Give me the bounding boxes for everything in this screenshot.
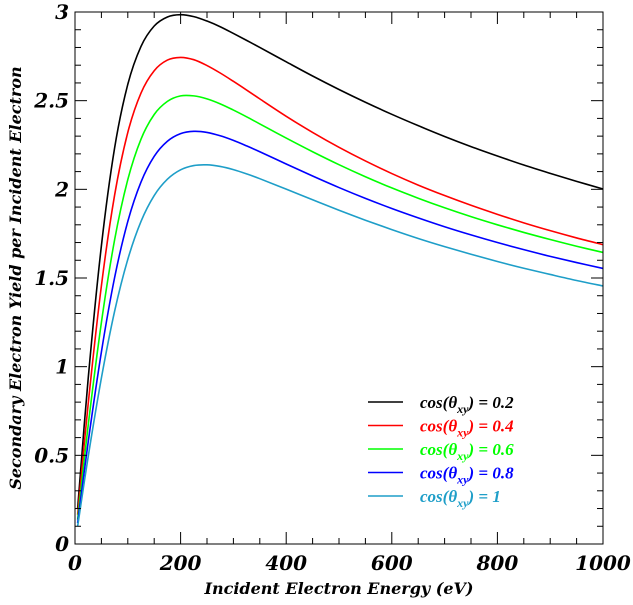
x-tick-label: 800 xyxy=(476,551,519,575)
x-tick-label: 200 xyxy=(159,551,202,575)
plot-frame xyxy=(74,11,604,545)
y-tick-label: 3 xyxy=(55,0,69,24)
series-line-2 xyxy=(76,56,604,515)
curves-group xyxy=(76,13,604,527)
series-line-1 xyxy=(76,13,604,509)
y-tick-label: 0.5 xyxy=(34,443,69,467)
x-tick-label: 1000 xyxy=(575,551,631,575)
series-line-4 xyxy=(76,130,604,524)
y-tick-label: 2.5 xyxy=(33,89,69,113)
legend-label-5: cos(θxy) = 1 xyxy=(420,487,501,510)
series-line-3 xyxy=(76,94,604,520)
y-tick-label: 1.5 xyxy=(34,266,69,290)
x-axis-title: Incident Electron Energy (eV) xyxy=(203,579,473,598)
y-tick-label: 2 xyxy=(54,177,69,201)
legend-label-4: cos(θxy) = 0.8 xyxy=(420,464,514,487)
y-axis-title: Secondary Electron Yield per Incident El… xyxy=(6,66,25,489)
x-tick-label: 400 xyxy=(265,551,307,575)
legend-label-3: cos(θxy) = 0.6 xyxy=(420,440,514,463)
x-tick-label: 0 xyxy=(68,551,82,575)
y-tick-label: 1 xyxy=(55,355,69,379)
ticks-group xyxy=(74,11,604,545)
series-line-5 xyxy=(76,163,604,527)
x-tick-label: 600 xyxy=(371,551,413,575)
tick-labels-group: 0 200 400 600 800 1000 0 0.5 1 1.5 2 2.5 3 xyxy=(33,0,631,575)
y-tick-label: 0 xyxy=(55,532,69,556)
legend-label-1: cos(θxy) = 0.2 xyxy=(420,393,514,416)
legend-label-2: cos(θxy) = 0.4 xyxy=(420,417,514,440)
